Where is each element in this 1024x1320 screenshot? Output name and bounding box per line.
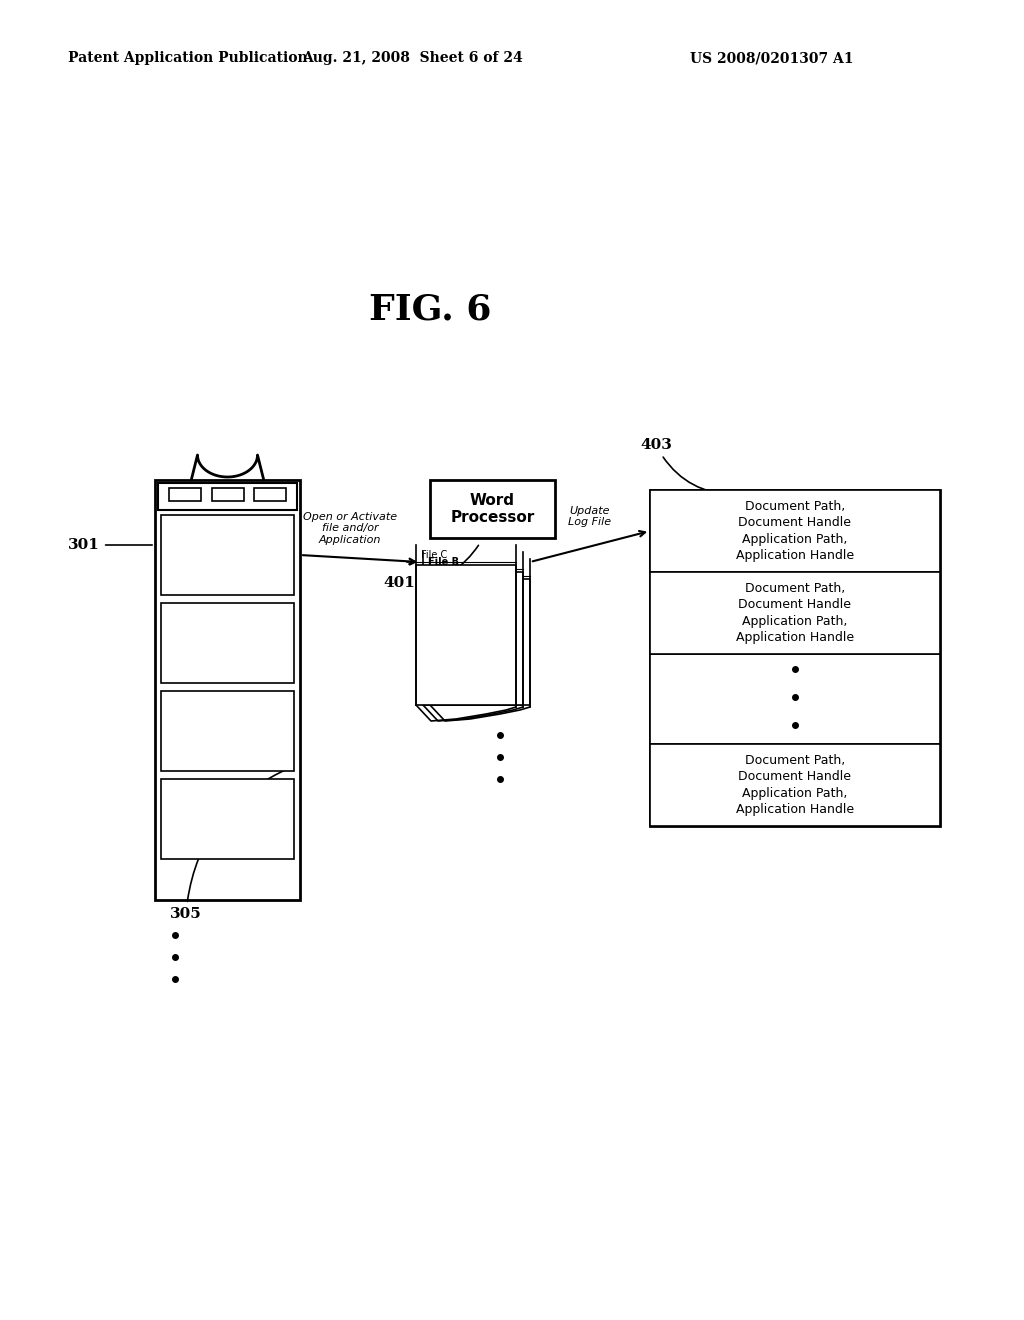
Bar bbox=[650, 490, 940, 572]
Bar bbox=[158, 483, 297, 510]
Bar bbox=[430, 579, 530, 705]
Text: Application Path,: Application Path, bbox=[742, 787, 848, 800]
Text: Application Path,: Application Path, bbox=[742, 533, 848, 545]
Text: Document Handle: Document Handle bbox=[738, 771, 852, 783]
Bar bbox=[161, 603, 294, 682]
Bar bbox=[650, 653, 940, 744]
Text: Patent Application Publication: Patent Application Publication bbox=[68, 51, 307, 65]
Text: 403: 403 bbox=[640, 438, 734, 495]
Text: Document Path,: Document Path, bbox=[744, 500, 845, 513]
Bar bbox=[155, 480, 300, 900]
Bar bbox=[650, 490, 940, 826]
Bar bbox=[161, 690, 294, 771]
Text: 401: 401 bbox=[383, 545, 478, 590]
Bar bbox=[650, 572, 940, 653]
Text: Word
Processor: Word Processor bbox=[451, 492, 535, 525]
Text: Document Handle: Document Handle bbox=[738, 516, 852, 529]
Bar bbox=[423, 572, 523, 705]
Bar bbox=[161, 515, 294, 595]
Bar bbox=[416, 565, 516, 705]
Bar bbox=[169, 488, 201, 502]
Text: File A: File A bbox=[435, 564, 461, 574]
Text: FIG. 6: FIG. 6 bbox=[369, 293, 492, 327]
Bar bbox=[650, 744, 940, 826]
Text: US 2008/0201307 A1: US 2008/0201307 A1 bbox=[690, 51, 853, 65]
Bar bbox=[254, 488, 287, 502]
Text: 301: 301 bbox=[69, 539, 153, 552]
Text: File C: File C bbox=[421, 550, 447, 560]
Text: Aug. 21, 2008  Sheet 6 of 24: Aug. 21, 2008 Sheet 6 of 24 bbox=[302, 51, 522, 65]
Bar bbox=[430, 480, 555, 539]
Text: Document Handle: Document Handle bbox=[738, 598, 852, 611]
Text: 305: 305 bbox=[170, 767, 292, 921]
Text: Open or Activate
file and/or
Application: Open or Activate file and/or Application bbox=[303, 512, 397, 545]
Text: Application Path,: Application Path, bbox=[742, 615, 848, 628]
Text: Application Handle: Application Handle bbox=[736, 803, 854, 816]
Text: Update
Log File: Update Log File bbox=[568, 506, 611, 527]
Text: Document Path,: Document Path, bbox=[744, 754, 845, 767]
Text: Application Handle: Application Handle bbox=[736, 549, 854, 562]
Text: Application Handle: Application Handle bbox=[736, 631, 854, 644]
Text: File B: File B bbox=[428, 557, 459, 568]
Bar bbox=[212, 488, 244, 502]
Bar bbox=[161, 779, 294, 859]
Text: Document Path,: Document Path, bbox=[744, 582, 845, 595]
